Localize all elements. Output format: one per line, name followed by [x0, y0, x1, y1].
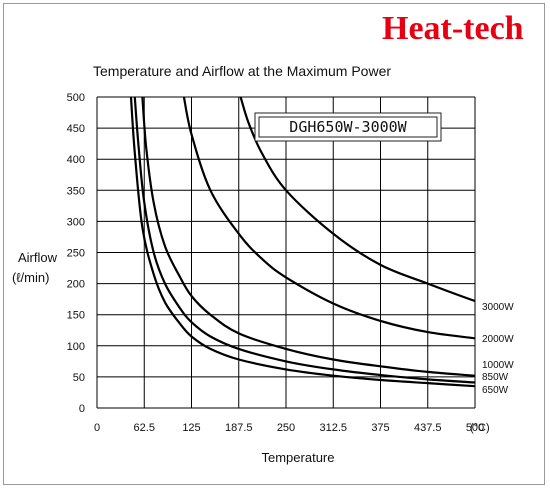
chart-title: Temperature and Airflow at the Maximum P… [93, 63, 392, 79]
y-tick-label: 450 [67, 123, 85, 135]
series-label-2000w: 2000W [482, 334, 514, 345]
x-axis-unit: (°C) [470, 422, 490, 434]
series-line-650w [129, 97, 475, 388]
series-line-2000w [182, 97, 475, 340]
x-tick-label: 375 [371, 422, 389, 434]
x-tick-label: 250 [277, 422, 295, 434]
y-tick-label: 200 [67, 279, 85, 291]
y-tick-label: 300 [67, 216, 85, 228]
series-line-850w [133, 97, 475, 384]
series-line-1000w [141, 97, 475, 377]
series-label-3000w: 3000W [482, 302, 514, 313]
y-tick-label: 50 [73, 372, 85, 384]
series-label-650w: 650W [482, 385, 509, 396]
y-tick-label: 350 [67, 185, 85, 197]
y-tick-label: 150 [67, 310, 85, 322]
brand-logo: Heat-tech [382, 10, 524, 47]
y-axis-unit: (ℓ/min) [12, 270, 49, 285]
y-tick-label: 500 [67, 92, 85, 104]
x-tick-label: 62.5 [134, 422, 155, 434]
series-line-3000w [239, 97, 475, 303]
x-tick-labels: 0 62.5 125 187.5 250 312.5 375 437.5 500 [94, 422, 484, 434]
y-tick-label: 0 [79, 403, 85, 415]
model-box-inner [258, 116, 438, 138]
x-tick-label: 187.5 [225, 422, 253, 434]
x-tick-label: 437.5 [414, 422, 442, 434]
x-tick-label: 312.5 [319, 422, 347, 434]
model-label: DGH650W-3000W [289, 118, 407, 136]
y-axis-label: Airflow [18, 250, 58, 265]
x-tick-label: 125 [182, 422, 200, 434]
x-tick-label: 500 [466, 422, 484, 434]
x-axis-label: Temperature [262, 450, 335, 465]
chart-frame [3, 3, 545, 485]
series-lines [129, 97, 475, 388]
y-tick-label: 100 [67, 341, 85, 353]
x-tick-label: 0 [94, 422, 100, 434]
series-label-1000w: 1000W [482, 360, 514, 371]
y-tick-label: 250 [67, 248, 85, 260]
y-tick-label: 400 [67, 154, 85, 166]
y-tick-labels: 0 50 100 150 200 250 300 350 400 450 500 [67, 92, 85, 415]
series-label-850w: 850W [482, 372, 509, 383]
